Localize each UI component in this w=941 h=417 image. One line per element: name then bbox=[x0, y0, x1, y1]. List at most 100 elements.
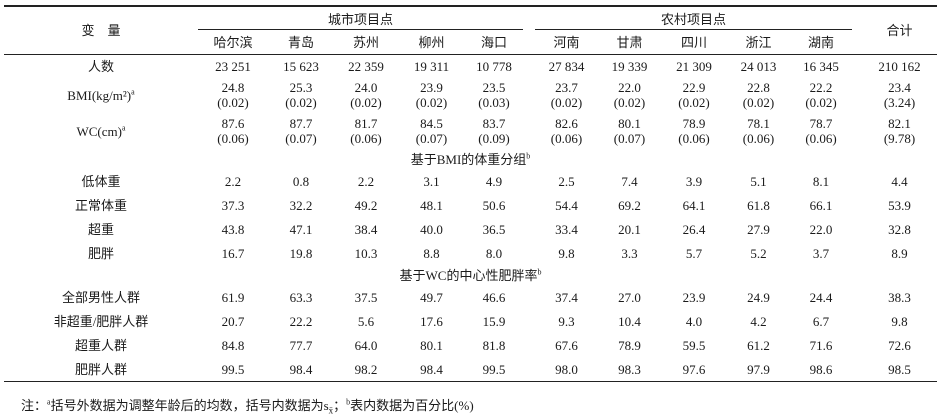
table-cell: 63.3 bbox=[268, 285, 334, 309]
table-cell: 71.6 bbox=[790, 333, 852, 357]
cell-value: 48.1 bbox=[420, 197, 443, 213]
row-label: 肥胖人群 bbox=[4, 357, 198, 382]
cell-value: 26.4 bbox=[682, 221, 706, 237]
table-cell: 98.2 bbox=[334, 357, 398, 382]
table-cell: 99.5 bbox=[198, 357, 268, 382]
row-label-text: 超重 bbox=[87, 221, 114, 237]
cell-value: 22.2 bbox=[809, 80, 833, 95]
table-cell: 10.4 bbox=[598, 309, 661, 333]
cell-value: 78.1 bbox=[747, 116, 770, 131]
cell-value: 64.1 bbox=[682, 197, 706, 213]
table-cell: 3.3 bbox=[598, 241, 661, 265]
cell-value: 5.2 bbox=[750, 245, 767, 261]
cell-error: (0.02) bbox=[550, 95, 583, 110]
table-row: WC(cm)a 87.6 (0.06) 87.7 (0.07) 81.7 (0.06) 84.… bbox=[4, 113, 937, 149]
row-label-footnote-mark: b bbox=[537, 267, 542, 277]
table-cell: 32.2 bbox=[268, 193, 334, 217]
cell-value: 2.2 bbox=[224, 173, 242, 189]
cell-value: 21 309 bbox=[676, 58, 712, 74]
note-sup-b: b bbox=[346, 397, 351, 407]
table-row: 人数 23 251 15 623 22 359 19 311 10 778 27 834 19… bbox=[4, 55, 937, 78]
row-label: 人数 bbox=[4, 55, 198, 78]
table-row: 超重人群 84.8 77.7 64.0 80.1 81.8 67.6 78.9 59.5 61.2… bbox=[4, 333, 937, 357]
site-header: 四川 bbox=[661, 29, 728, 55]
table-cell: 24.0 (0.02) bbox=[334, 77, 398, 113]
cell-value: 98.4 bbox=[289, 361, 313, 377]
table-figure: 变 量 城市项目点 农村项目点 合计 哈尔滨 青岛 苏州 柳州 海口 河南 甘肃… bbox=[4, 5, 938, 416]
table-cell: 49.7 bbox=[398, 285, 465, 309]
table-cell: 49.2 bbox=[334, 193, 398, 217]
gap-cell bbox=[523, 113, 535, 149]
gap-cell bbox=[852, 193, 862, 217]
gap-cell bbox=[523, 77, 535, 113]
cell-error: (0.02) bbox=[350, 95, 382, 110]
table-cell: 7.4 bbox=[598, 169, 661, 193]
cell-value: 71.6 bbox=[809, 337, 833, 353]
note-sub-x: x̄ bbox=[328, 405, 334, 416]
table-cell: 2.2 bbox=[334, 169, 398, 193]
row-label-footnote-mark: b bbox=[526, 151, 531, 161]
cell-value: 23.5 bbox=[482, 80, 506, 95]
cell-value: 78.9 bbox=[682, 116, 706, 131]
cell-value: 38.3 bbox=[888, 289, 911, 305]
table-cell: 47.1 bbox=[268, 217, 334, 241]
group-row: 基于WC的中心性肥胖率b bbox=[4, 265, 937, 285]
table-cell: 81.8 bbox=[465, 333, 523, 357]
table-cell: 78.9 bbox=[598, 333, 661, 357]
table-cell: 15 623 bbox=[268, 55, 334, 78]
table-cell: 3.7 bbox=[790, 241, 852, 265]
cell-value: 61.8 bbox=[747, 197, 770, 213]
total-header: 合计 bbox=[862, 5, 938, 55]
cell-value: 43.8 bbox=[221, 221, 245, 237]
table-cell: 98.5 bbox=[862, 357, 938, 382]
table-cell: 20.1 bbox=[598, 217, 661, 241]
cell-value: 22.8 bbox=[747, 80, 770, 95]
table-footnote: 注：a括号外数据为调整年龄后的均数，括号内数据为sx̄；b表内数据为百分比(%) bbox=[21, 395, 474, 416]
cell-value: 40.0 bbox=[420, 221, 443, 237]
cell-value: 50.6 bbox=[482, 197, 506, 213]
cell-value: 4.2 bbox=[750, 313, 767, 329]
table-row: 肥胖人群 99.5 98.4 98.2 98.4 99.5 98.0 98.3 97.6 97.9… bbox=[4, 357, 938, 382]
cell-value: 27.9 bbox=[747, 221, 770, 237]
gap-cell bbox=[852, 113, 862, 149]
cell-value: 80.1 bbox=[420, 337, 443, 353]
table-cell: 83.7 (0.09) bbox=[465, 113, 523, 149]
row-label-text: 基于WC的中心性肥胖率 bbox=[399, 267, 538, 283]
table-cell: 15.9 bbox=[465, 309, 523, 333]
cell-value: 17.6 bbox=[420, 313, 443, 329]
row-label-text: 全部男性人群 bbox=[61, 289, 140, 305]
site-header: 青岛 bbox=[268, 29, 334, 55]
table-cell: 84.5 (0.07) bbox=[398, 113, 465, 149]
cell-value: 63.3 bbox=[289, 289, 313, 305]
table-cell: 3.9 bbox=[661, 169, 727, 193]
cell-value: 19 311 bbox=[413, 58, 450, 74]
table-cell: 22.2 (0.02) bbox=[790, 77, 852, 113]
row-label-text: 肥胖人群 bbox=[74, 361, 127, 377]
cell-value: 22.2 bbox=[289, 313, 313, 329]
cell-value: 77.7 bbox=[289, 337, 313, 353]
table-body: 人数 23 251 15 623 22 359 19 311 10 778 27 834 19… bbox=[4, 55, 938, 382]
table-cell: 27.0 bbox=[598, 285, 661, 309]
cell-value: 49.2 bbox=[354, 197, 378, 213]
table-cell: 38.4 bbox=[334, 217, 398, 241]
gap-cell bbox=[523, 217, 535, 241]
cell-value: 97.6 bbox=[682, 361, 706, 377]
table-cell: 5.1 bbox=[727, 169, 790, 193]
table-cell: 210 162 bbox=[862, 55, 937, 78]
cell-value: 8.8 bbox=[423, 245, 440, 261]
table-cell: 24.8 (0.02) bbox=[198, 77, 268, 113]
gap-cell bbox=[852, 333, 862, 357]
table-cell: 24.9 bbox=[727, 285, 790, 309]
table-cell: 98.3 bbox=[598, 357, 662, 382]
cell-value: 10 778 bbox=[476, 58, 512, 74]
table-cell: 21 309 bbox=[661, 55, 727, 78]
cell-value: 72.6 bbox=[888, 337, 911, 353]
urban-group-header: 城市项目点 bbox=[198, 5, 524, 30]
rural-group-header: 农村项目点 bbox=[535, 5, 853, 30]
table-cell: 80.1 bbox=[398, 333, 465, 357]
cell-error: (0.02) bbox=[742, 95, 775, 110]
cell-error: (0.02) bbox=[415, 95, 448, 110]
data-table: 变 量 城市项目点 农村项目点 合计 哈尔滨 青岛 苏州 柳州 海口 河南 甘肃… bbox=[4, 5, 938, 382]
cell-error: (0.06) bbox=[350, 131, 382, 146]
cell-value: 23 251 bbox=[215, 58, 251, 74]
